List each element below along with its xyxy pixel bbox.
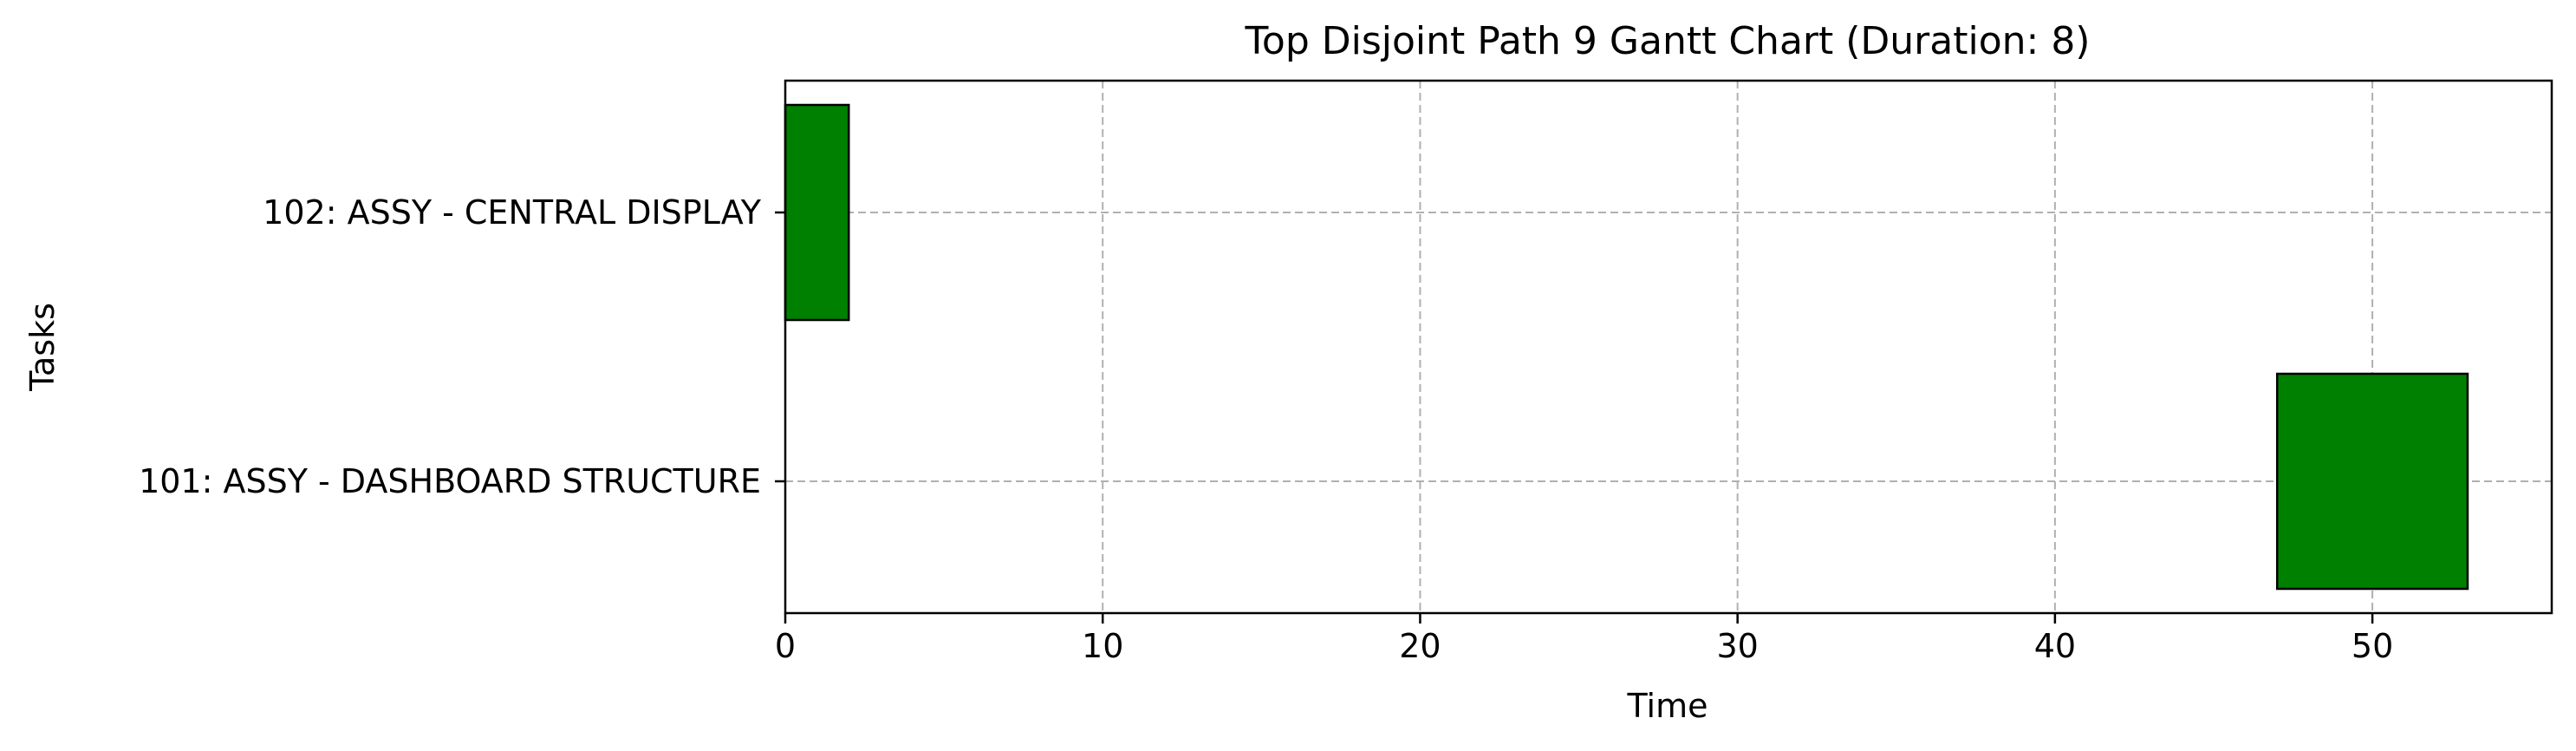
task-bar bbox=[2275, 372, 2469, 591]
chart-title: Top Disjoint Path 9 Gantt Chart (Duratio… bbox=[1245, 19, 2091, 63]
x-tick-label: 10 bbox=[1082, 627, 1123, 665]
axis-ticks: 0 10 20 30 40 50 101: ASSY - DASHBOARD STRUCTU… bbox=[139, 193, 2393, 665]
plot-frame bbox=[784, 79, 2553, 615]
x-tick-label: 30 bbox=[1716, 627, 1758, 665]
task-bars bbox=[784, 103, 2469, 591]
y-axis-label: Tasks bbox=[23, 303, 62, 392]
x-tick-label: 50 bbox=[2352, 627, 2393, 665]
task-label: 101: ASSY - DASHBOARD STRUCTURE bbox=[139, 462, 761, 500]
x-tick-label: 20 bbox=[1399, 627, 1441, 665]
x-axis-label: Time bbox=[1627, 687, 1708, 725]
x-tick-label: 40 bbox=[2034, 627, 2076, 665]
task-label: 102: ASSY - CENTRAL DISPLAY bbox=[263, 193, 762, 232]
x-tick-label: 0 bbox=[775, 627, 796, 665]
task-bar bbox=[784, 103, 850, 322]
